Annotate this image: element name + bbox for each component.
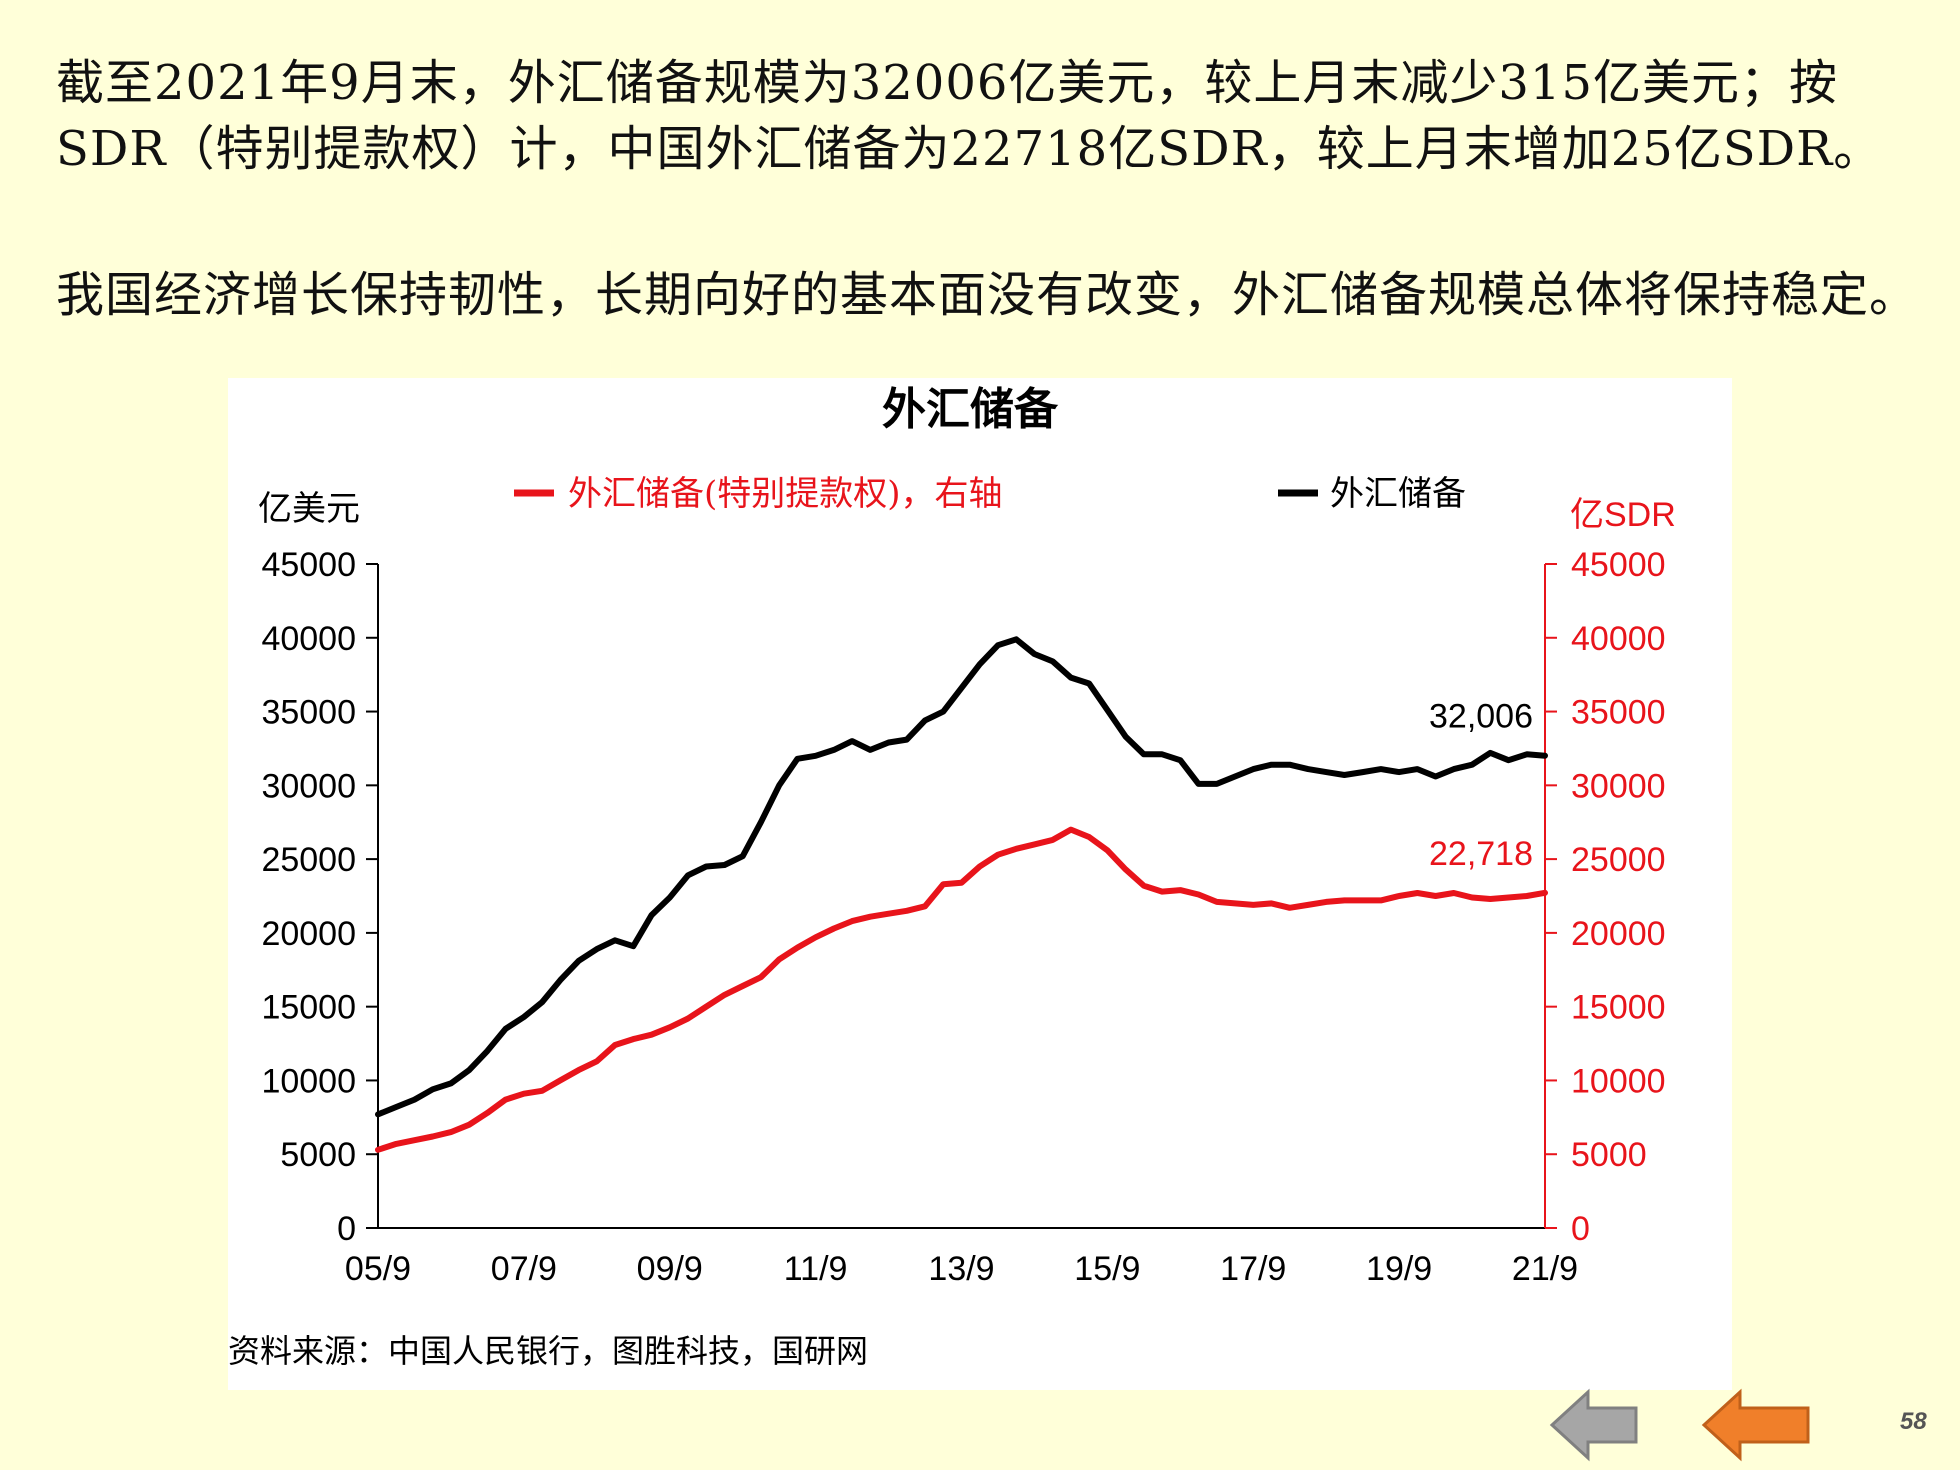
left-y-tick-label: 0 (337, 1210, 356, 1248)
end-labels: 22,718 32,006 (1429, 698, 1533, 873)
right-y-tick-label: 45000 (1571, 546, 1666, 584)
x-tick-label: 07/9 (491, 1250, 557, 1288)
series-lines (375, 636, 1548, 1153)
right-y-tick-label: 40000 (1571, 620, 1666, 658)
right-y-tick-label: 25000 (1571, 841, 1666, 879)
series-line-0 (375, 826, 1548, 1153)
left-y-tick-label: 20000 (261, 915, 356, 953)
grey-arrow-left-icon (1549, 1388, 1638, 1462)
right-y-tick-label: 10000 (1571, 1062, 1666, 1100)
intro-paragraph: 截至2021年9月末，外汇储备规模为32006亿美元，较上月末减少315亿美元；… (56, 55, 1883, 177)
x-tick-label: 17/9 (1220, 1250, 1286, 1288)
series-end-label-1: 32,006 (1429, 698, 1533, 736)
x-tick-label: 19/9 (1366, 1250, 1432, 1288)
right-axis-unit: 亿SDR (1570, 496, 1676, 534)
right-y-tick-label: 5000 (1571, 1136, 1647, 1174)
forward-button[interactable] (1700, 1388, 1812, 1466)
x-tick-label: 21/9 (1512, 1250, 1578, 1288)
x-tick-label: 05/9 (345, 1250, 411, 1288)
source-note: 资料来源：中国人民银行，图胜科技，国研网 (228, 1332, 868, 1370)
chart-title: 外汇储备 (882, 384, 1059, 435)
left-y-tick-label: 15000 (261, 989, 356, 1027)
chart-panel: 外汇储备 外汇储备(特别提款权)，右轴 外汇储备 亿美元 亿SDR 0 0 5000… (228, 378, 1732, 1390)
left-y-tick-label: 45000 (261, 546, 356, 584)
left-y-tick-label: 5000 (280, 1136, 356, 1174)
series-line-1 (375, 636, 1548, 1118)
right-y-tick-label: 30000 (1571, 767, 1666, 805)
back-button[interactable] (1548, 1388, 1640, 1466)
right-y-tick-label: 0 (1571, 1210, 1590, 1248)
x-tick-label: 15/9 (1074, 1250, 1140, 1288)
page-number: 58 (1900, 1408, 1927, 1435)
x-tick-label: 09/9 (637, 1250, 703, 1288)
right-y-tick-label: 20000 (1571, 915, 1666, 953)
left-y-tick-label: 30000 (261, 767, 356, 805)
orange-arrow-left-icon (1701, 1388, 1810, 1462)
left-y-tick-label: 40000 (261, 620, 356, 658)
reserves-chart: 外汇储备 外汇储备(特别提款权)，右轴 外汇储备 亿美元 亿SDR 0 0 5000… (228, 384, 1676, 1370)
right-y-tick-label: 15000 (1571, 989, 1666, 1027)
right-y-tick-label: 35000 (1571, 694, 1666, 732)
left-y-tick-label: 25000 (261, 841, 356, 879)
left-y-tick-label: 10000 (261, 1062, 356, 1100)
outlook-paragraph: 我国经济增长保持韧性，长期向好的基本面没有改变，外汇储备规模总体将保持稳定。 (56, 267, 1919, 323)
left-y-tick-label: 35000 (261, 694, 356, 732)
legend-label-usd: 外汇储备 (1330, 474, 1466, 514)
series-end-label-0: 22,718 (1429, 835, 1533, 873)
legend-label-sdr: 外汇储备(特别提款权)，右轴 (568, 474, 1003, 514)
x-tick-label: 11/9 (784, 1250, 848, 1288)
x-tick-label: 13/9 (928, 1250, 994, 1288)
left-axis-unit: 亿美元 (258, 489, 360, 529)
axes: 0 0 5000 5000 10000 10000 15000 15000 20000 20000… (261, 546, 1665, 1288)
